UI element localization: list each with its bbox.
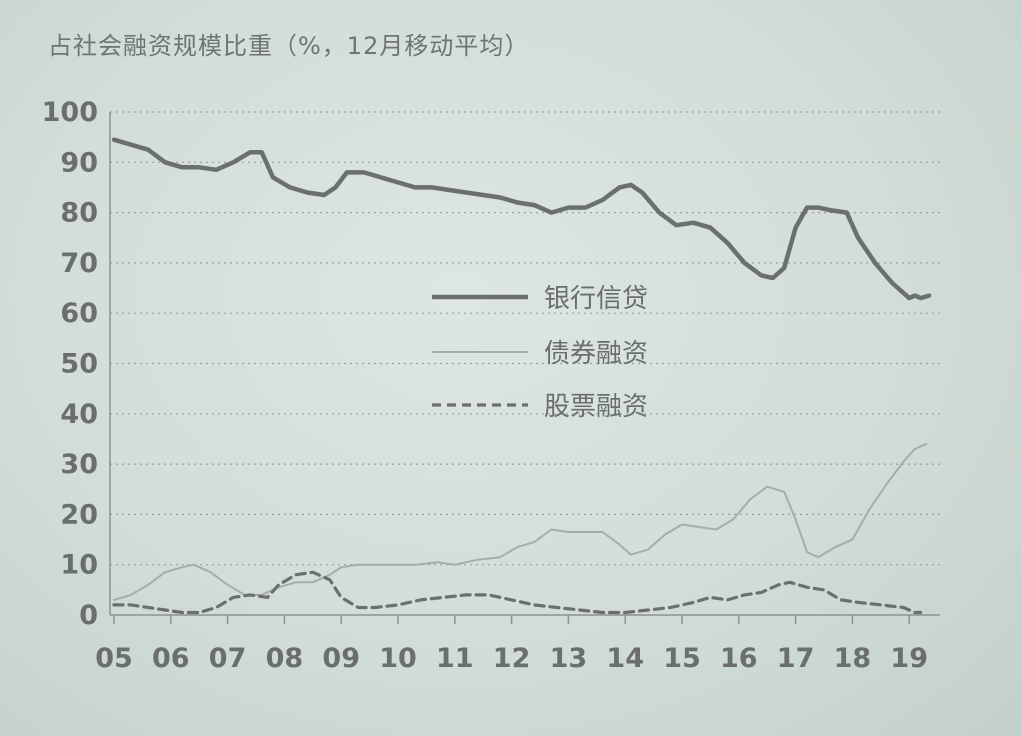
- x-tick-label-09: 09: [322, 643, 360, 674]
- x-tick-label-06: 06: [152, 643, 190, 674]
- x-tick-label-16: 16: [720, 643, 758, 674]
- x-tick-label-10: 10: [379, 643, 417, 674]
- legend-label-3: 股票融资: [544, 392, 648, 422]
- y-tick-label-100: 100: [42, 97, 98, 128]
- y-tick-label-70: 70: [60, 248, 98, 279]
- legend-label-2: 债券融资: [544, 339, 648, 369]
- chart-title: 占社会融资规模比重（%，12月移动平均）: [48, 32, 530, 60]
- y-tick-label-40: 40: [60, 399, 98, 430]
- x-tick-label-08: 08: [266, 643, 304, 674]
- x-tick-labels: 05 06 07 08 09 10 11 12 13 14 15 16 17 18 19: [95, 643, 928, 674]
- x-tick-label-07: 07: [209, 643, 247, 674]
- y-tick-label-60: 60: [60, 298, 98, 329]
- y-tick-label-90: 90: [60, 147, 98, 178]
- x-tick-label-11: 11: [436, 643, 474, 674]
- axes: [109, 112, 940, 624]
- y-tick-label-30: 30: [60, 449, 98, 480]
- gridlines: [110, 111, 940, 566]
- y-tick-labels: 0 10 20 30 40 50 60 70 80 90 100: [42, 97, 98, 631]
- series-line-1: [111, 137, 932, 301]
- series-line-2: [113, 443, 928, 601]
- series-line-3: [112, 570, 923, 615]
- x-tick-label-17: 17: [777, 643, 815, 674]
- legend-label-1: 银行信贷: [544, 284, 648, 314]
- x-tick-label-18: 18: [834, 643, 872, 674]
- x-tick-label-19: 19: [890, 643, 928, 674]
- y-tick-label-80: 80: [60, 198, 98, 229]
- x-tick-label-13: 13: [550, 643, 588, 674]
- y-tick-label-0: 0: [79, 600, 98, 631]
- x-tick-label-14: 14: [606, 643, 644, 674]
- y-tick-label-50: 50: [60, 349, 98, 380]
- x-tick-label-15: 15: [663, 643, 701, 674]
- series-lines: [111, 137, 932, 615]
- y-tick-label-10: 10: [60, 550, 98, 581]
- x-tick-label-05: 05: [95, 643, 133, 674]
- x-tick-label-12: 12: [493, 643, 531, 674]
- y-tick-label-20: 20: [60, 499, 98, 530]
